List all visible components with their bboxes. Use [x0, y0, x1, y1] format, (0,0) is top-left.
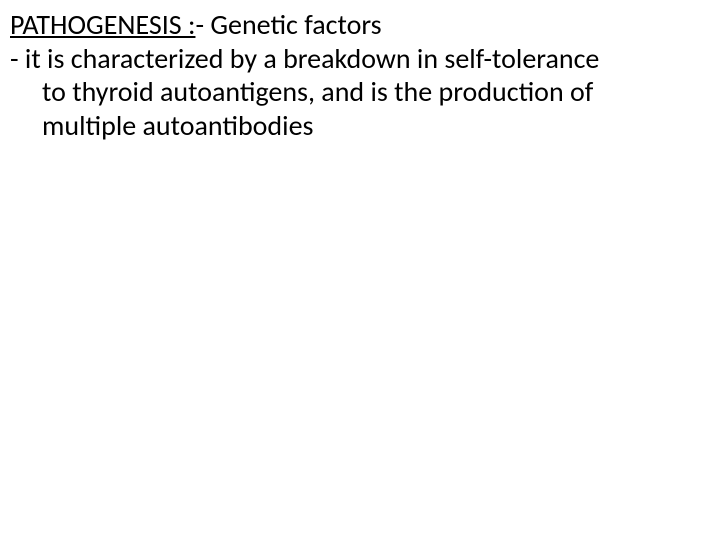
heading-rest: - Genetic factors	[195, 7, 381, 42]
bullet-line-1: - it is characterized by a breakdown in …	[10, 42, 710, 76]
heading-line: PATHOGENESIS :- Genetic factors	[10, 8, 710, 42]
slide-body: PATHOGENESIS :- Genetic factors - it is …	[0, 0, 720, 540]
heading-underlined: PATHOGENESIS :	[10, 7, 195, 42]
bullet-line-3: multiple autoantibodies	[10, 109, 710, 143]
bullet-line-2: to thyroid autoantigens, and is the prod…	[10, 75, 710, 109]
